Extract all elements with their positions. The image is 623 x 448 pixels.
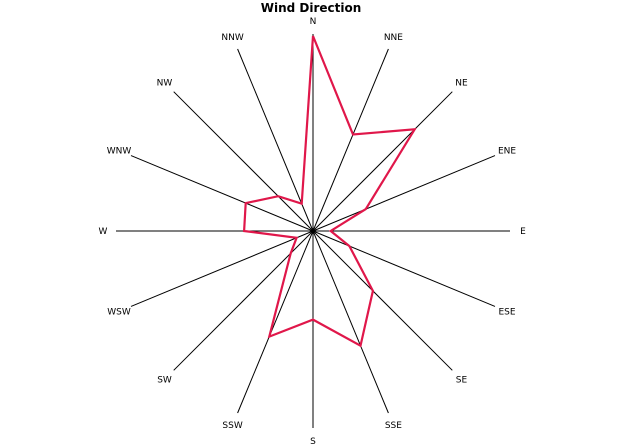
spoke-ne	[312, 91, 453, 232]
direction-label-ne: NE	[455, 79, 468, 89]
direction-label-sw: SW	[157, 376, 172, 386]
direction-label-ese: ESE	[498, 307, 515, 317]
direction-label-nnw: NNW	[221, 33, 243, 43]
direction-label-wnw: WNW	[107, 147, 132, 157]
spoke-ese	[312, 230, 496, 307]
spoke-wsw	[130, 230, 314, 307]
direction-spokes	[116, 34, 510, 428]
direction-label-w: W	[99, 227, 108, 237]
direction-label-e: E	[520, 227, 526, 237]
direction-label-n: N	[310, 17, 317, 27]
wind-frequency-series-line	[242, 35, 417, 348]
direction-label-wsw: WSW	[107, 307, 131, 317]
direction-label-nne: NNE	[384, 33, 403, 43]
spoke-nnw	[237, 48, 314, 232]
spoke-nne	[312, 48, 389, 232]
spoke-ssw	[237, 230, 314, 414]
direction-label-nw: NW	[157, 79, 173, 89]
direction-label-se: SE	[456, 376, 468, 386]
spoke-wnw	[130, 155, 314, 232]
spoke-se	[312, 230, 453, 371]
direction-labels: N NNE NE ENE E ESE SE SSE S SSW SW WSW W WNW NW NNW	[99, 17, 527, 447]
spoke-sse	[312, 230, 389, 414]
spoke-ene	[312, 155, 496, 232]
direction-label-ssw: SSW	[222, 421, 242, 431]
direction-label-ene: ENE	[498, 147, 516, 157]
direction-label-s: S	[310, 437, 316, 447]
direction-label-sse: SSE	[385, 421, 402, 431]
chart-title: Wind Direction	[261, 1, 362, 15]
spoke-nw	[173, 91, 314, 232]
